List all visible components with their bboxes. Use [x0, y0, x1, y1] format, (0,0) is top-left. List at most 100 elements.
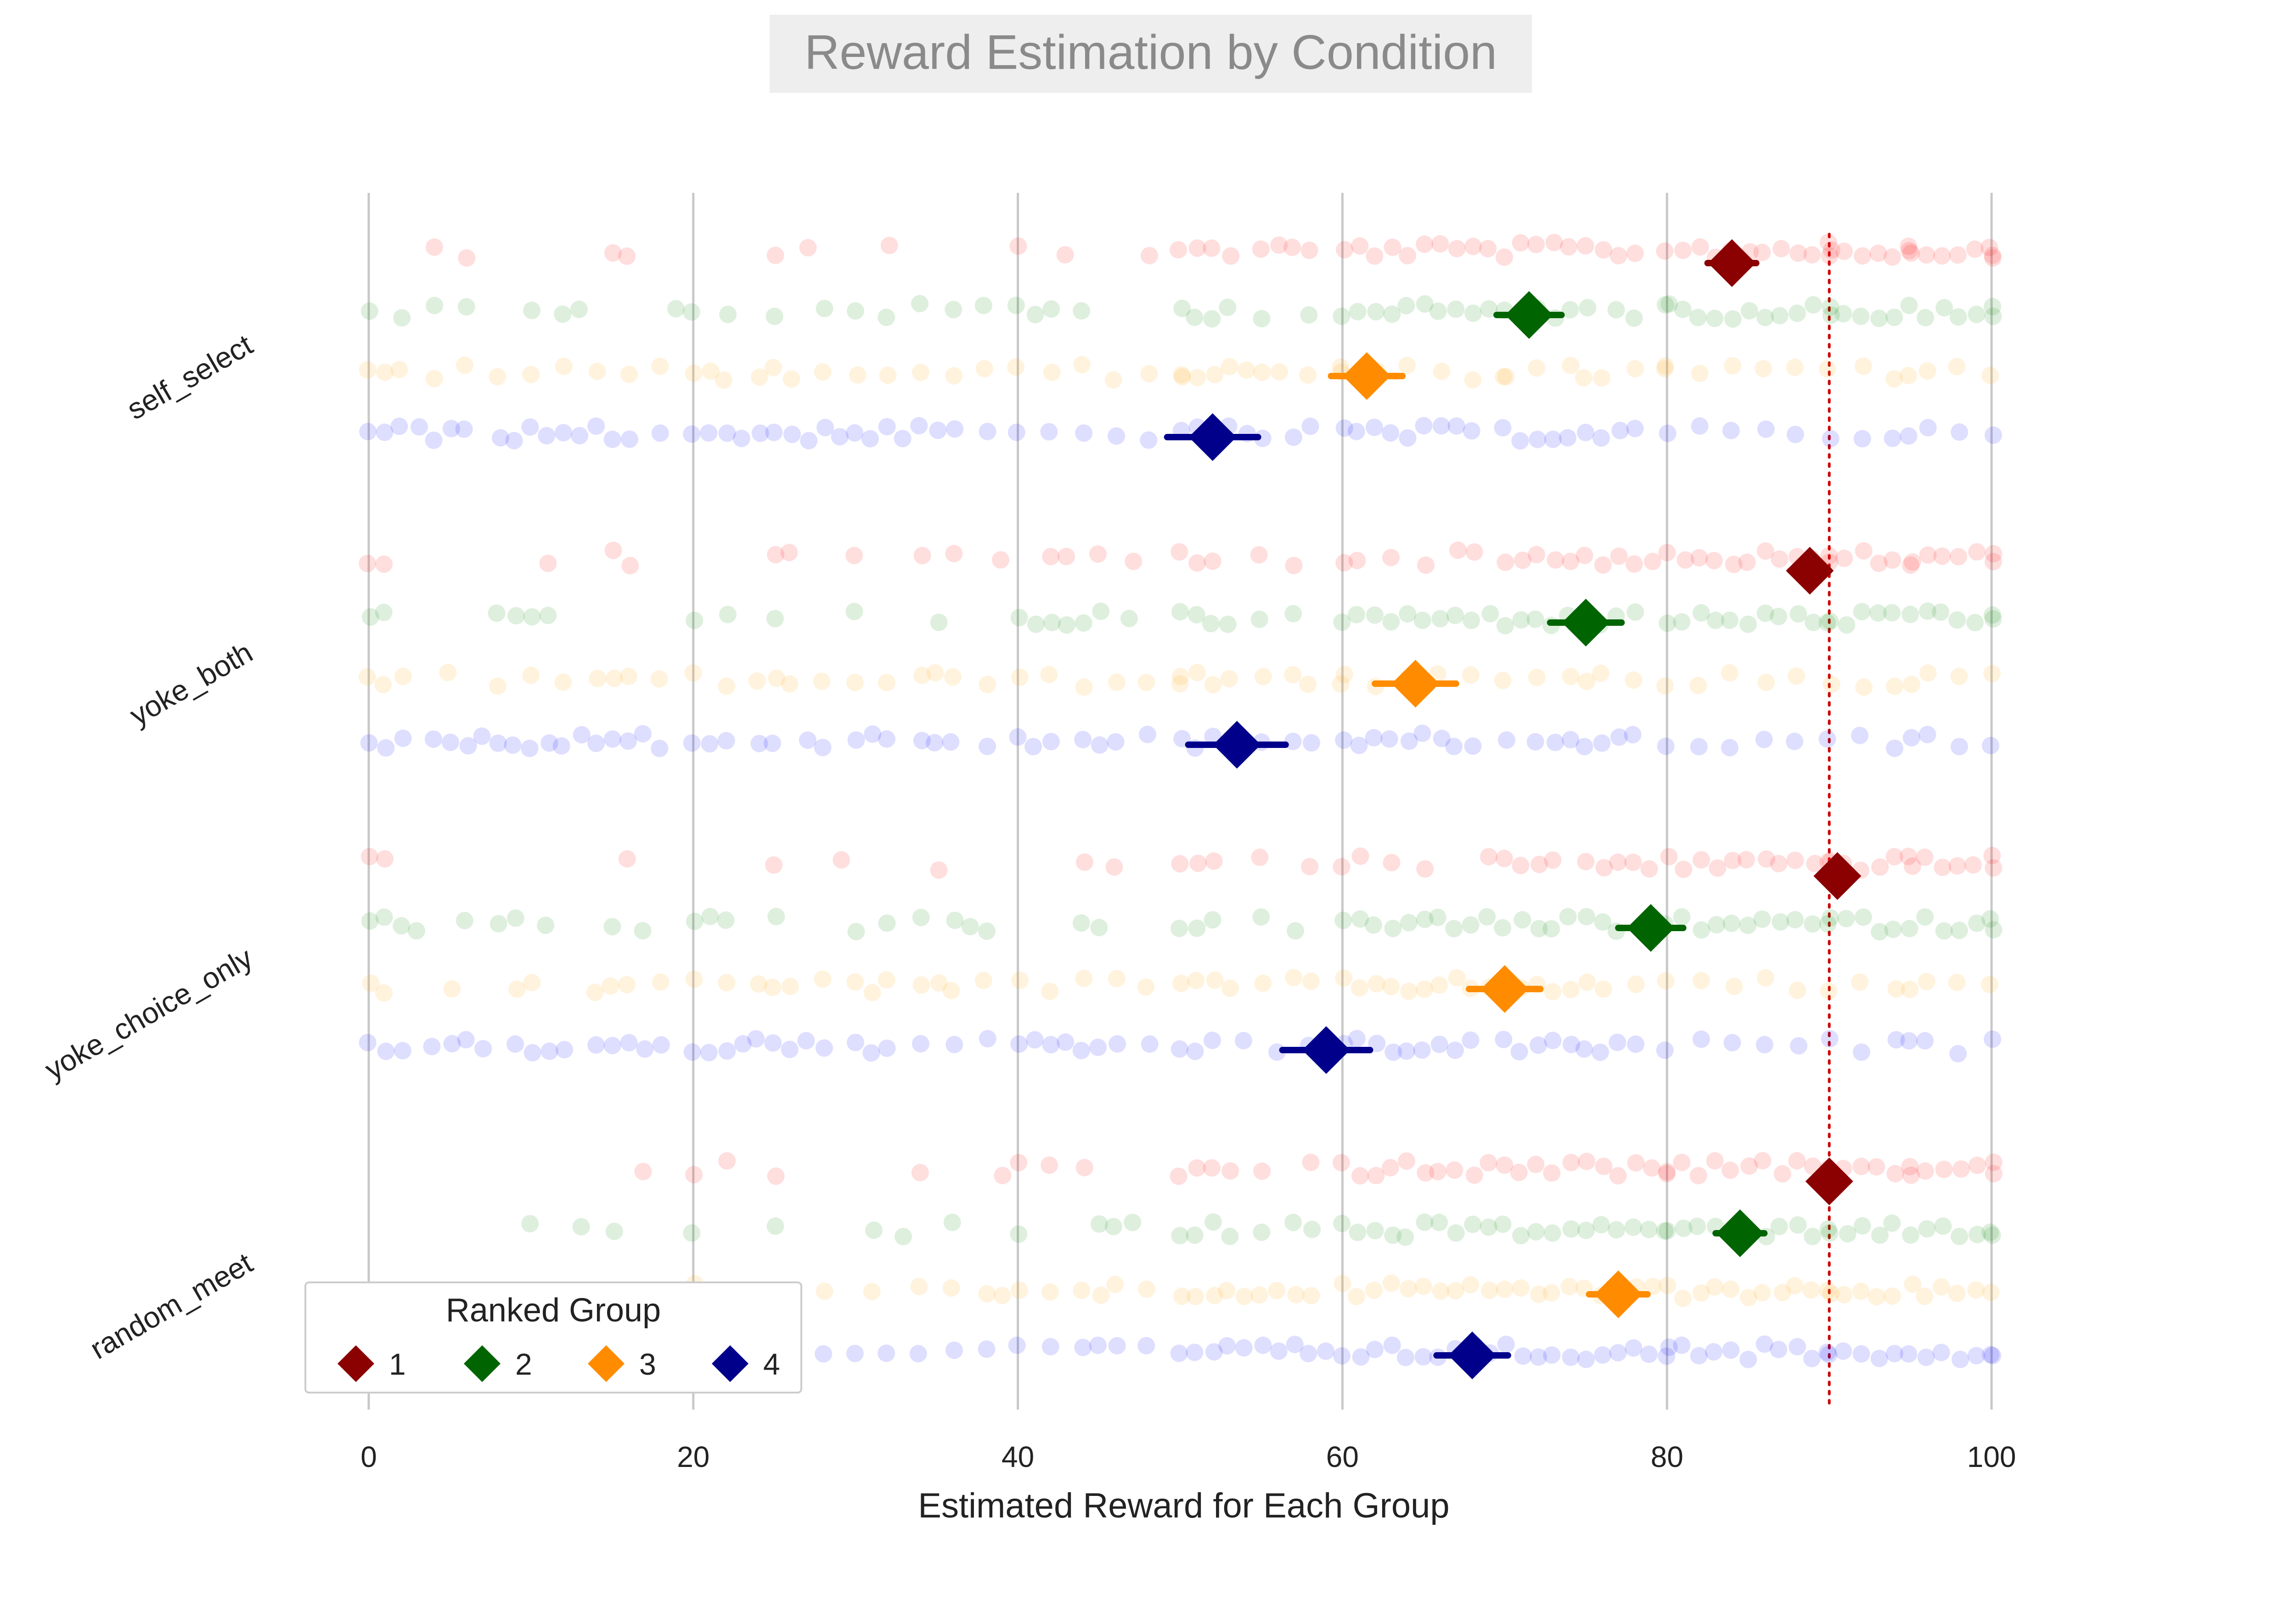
- raw-point: [393, 309, 411, 327]
- raw-point: [1902, 729, 1920, 747]
- raw-point: [1919, 664, 1937, 682]
- raw-point: [1187, 972, 1205, 989]
- raw-point: [1755, 730, 1773, 748]
- raw-point: [1397, 297, 1415, 315]
- raw-point: [1365, 1281, 1383, 1299]
- raw-point: [1740, 302, 1758, 320]
- raw-point: [1203, 239, 1221, 257]
- raw-point: [1333, 1154, 1351, 1172]
- raw-point: [1966, 614, 1984, 632]
- raw-point: [1188, 554, 1206, 572]
- x-axis-title: Estimated Reward for Each Group: [918, 1486, 1449, 1525]
- raw-point: [1884, 551, 1902, 569]
- raw-point: [1026, 306, 1044, 324]
- raw-point: [1073, 1281, 1091, 1299]
- raw-point: [1885, 370, 1903, 388]
- raw-point: [1090, 1215, 1108, 1233]
- raw-point: [556, 1041, 574, 1059]
- raw-point: [1238, 361, 1255, 379]
- raw-point: [1561, 301, 1579, 319]
- raw-point: [1578, 673, 1596, 691]
- raw-point: [1854, 908, 1872, 926]
- raw-point: [1756, 309, 1774, 326]
- raw-point: [603, 430, 621, 448]
- raw-point: [1027, 615, 1045, 633]
- raw-point: [1675, 1219, 1693, 1237]
- raw-point: [1883, 1214, 1901, 1232]
- raw-point: [1186, 309, 1204, 326]
- raw-point: [1595, 859, 1613, 877]
- raw-point: [926, 734, 944, 752]
- raw-point: [539, 555, 557, 573]
- raw-point: [1543, 1164, 1561, 1182]
- raw-point: [1982, 1283, 2000, 1301]
- raw-point: [1689, 1167, 1707, 1185]
- raw-point: [1656, 360, 1674, 378]
- raw-point: [602, 977, 619, 995]
- raw-point: [1171, 668, 1189, 686]
- raw-point: [1104, 1218, 1122, 1236]
- raw-point: [1834, 1342, 1852, 1360]
- raw-point: [523, 1044, 541, 1062]
- raw-point: [1578, 1152, 1596, 1170]
- raw-point: [1934, 1217, 1952, 1235]
- raw-point: [634, 725, 652, 743]
- raw-point: [1299, 675, 1317, 693]
- raw-point: [1219, 615, 1237, 633]
- raw-point: [1333, 1214, 1351, 1232]
- raw-point: [1935, 1160, 1953, 1178]
- raw-point: [1721, 611, 1739, 629]
- raw-point: [634, 922, 652, 940]
- raw-point: [1658, 1347, 1676, 1365]
- raw-point: [1594, 913, 1612, 931]
- raw-point: [1785, 732, 1803, 750]
- raw-point: [1447, 300, 1465, 318]
- raw-point: [1690, 738, 1708, 756]
- raw-point: [1677, 551, 1694, 569]
- raw-point: [1399, 605, 1417, 623]
- raw-point: [1656, 357, 1674, 375]
- raw-point: [621, 430, 639, 448]
- raw-point: [718, 677, 736, 695]
- raw-point: [1009, 728, 1027, 746]
- raw-point: [945, 367, 963, 385]
- raw-point: [618, 850, 636, 868]
- raw-point: [1205, 1287, 1223, 1304]
- raw-point: [1171, 1227, 1189, 1245]
- raw-point: [603, 918, 621, 936]
- raw-point: [1852, 1043, 1870, 1061]
- raw-point: [1270, 236, 1288, 254]
- raw-point: [1302, 1287, 1320, 1304]
- raw-point: [1205, 1343, 1223, 1361]
- raw-point: [878, 674, 895, 691]
- raw-point: [1919, 546, 1937, 564]
- raw-point: [1968, 1347, 1986, 1365]
- raw-point: [1497, 368, 1515, 386]
- raw-point: [765, 856, 783, 874]
- raw-point: [473, 727, 491, 745]
- raw-point: [1770, 854, 1788, 872]
- raw-point: [1656, 242, 1674, 260]
- raw-point: [1917, 1349, 1935, 1366]
- raw-point: [1042, 300, 1060, 318]
- raw-point: [1918, 1220, 1936, 1238]
- raw-point: [1773, 1165, 1791, 1183]
- raw-point: [1577, 1350, 1595, 1368]
- raw-point: [1918, 972, 1936, 990]
- raw-point: [718, 1042, 736, 1060]
- raw-point: [1351, 910, 1369, 928]
- raw-point: [1527, 236, 1545, 253]
- raw-point: [1332, 675, 1350, 693]
- raw-point: [748, 672, 766, 690]
- raw-point: [1137, 978, 1155, 996]
- raw-point: [1560, 1278, 1578, 1296]
- raw-point: [1448, 969, 1466, 987]
- raw-point: [1839, 1225, 1857, 1243]
- raw-point: [1429, 1163, 1447, 1180]
- raw-point: [1205, 852, 1223, 870]
- raw-point: [1137, 674, 1155, 691]
- raw-point: [1739, 1289, 1757, 1307]
- raw-point: [1724, 357, 1742, 375]
- raw-point: [1366, 606, 1384, 624]
- raw-point: [1771, 307, 1789, 325]
